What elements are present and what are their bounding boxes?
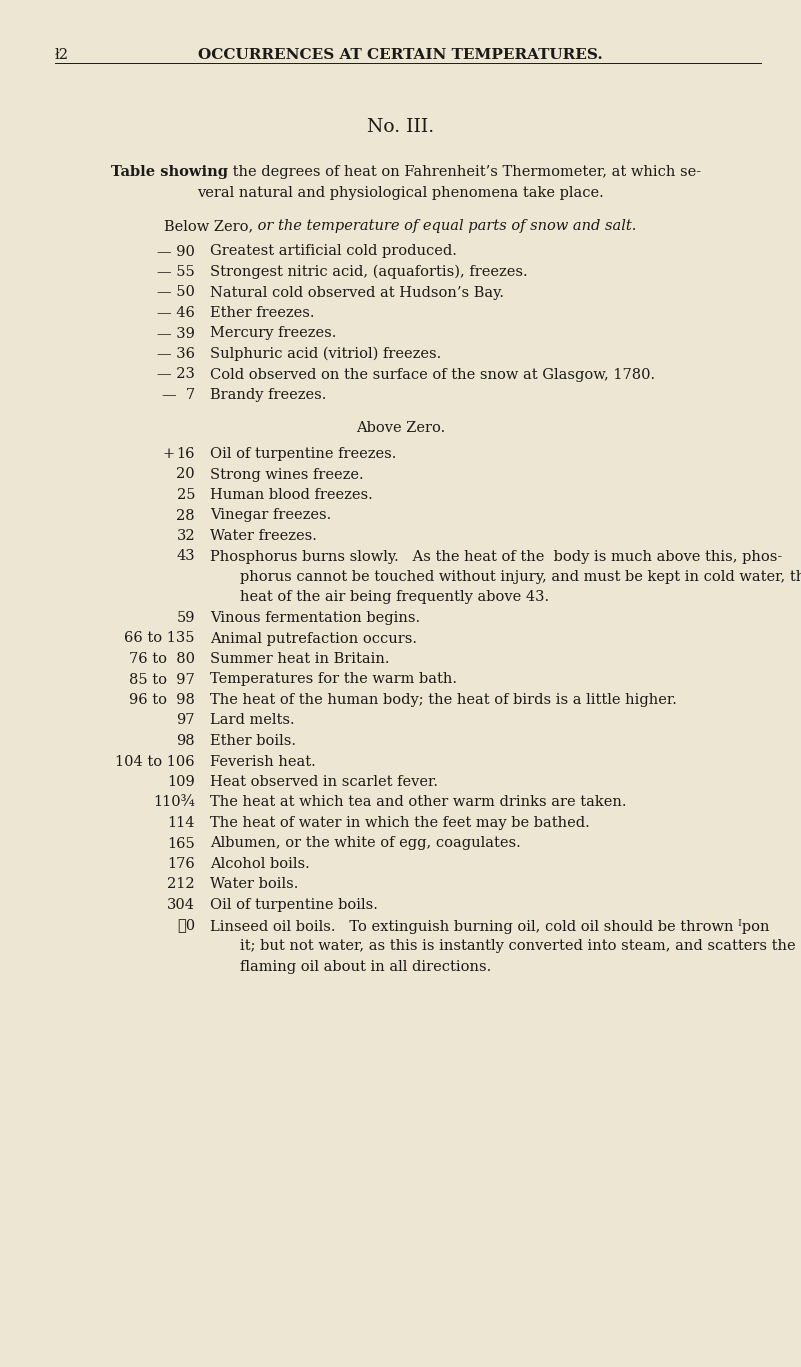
Text: phorus cannot be touched without injury, and must be kept in cold water, the: phorus cannot be touched without injury,… — [240, 570, 801, 584]
Text: OCCURRENCES AT CERTAIN TEMPERATURES.: OCCURRENCES AT CERTAIN TEMPERATURES. — [198, 48, 603, 62]
Text: 109: 109 — [167, 775, 195, 789]
Text: — 39: — 39 — [157, 327, 195, 340]
Text: Strong wines freeze.: Strong wines freeze. — [210, 468, 364, 481]
Text: Mercury freezes.: Mercury freezes. — [210, 327, 336, 340]
Text: — 50: — 50 — [157, 286, 195, 299]
Text: Sulphuric acid (vitriol) freezes.: Sulphuric acid (vitriol) freezes. — [210, 347, 441, 361]
Text: 㔹0: 㔹0 — [177, 919, 195, 932]
Text: 28: 28 — [176, 509, 195, 522]
Text: Above Zero.: Above Zero. — [356, 421, 445, 435]
Text: — 46: — 46 — [157, 306, 195, 320]
Text: Heat observed in scarlet fever.: Heat observed in scarlet fever. — [210, 775, 438, 789]
Text: 16: 16 — [176, 447, 195, 461]
Text: the degrees of heat on Fahrenheit’s Thermometer, at which se-: the degrees of heat on Fahrenheit’s Ther… — [227, 165, 701, 179]
Text: — 23: — 23 — [157, 368, 195, 381]
Text: 85 to  97: 85 to 97 — [129, 673, 195, 686]
Text: Vinegar freezes.: Vinegar freezes. — [210, 509, 332, 522]
Text: 110¾: 110¾ — [153, 796, 195, 809]
Text: 304: 304 — [167, 898, 195, 912]
Text: 25: 25 — [176, 488, 195, 502]
Text: 97: 97 — [176, 714, 195, 727]
Text: Ether freezes.: Ether freezes. — [210, 306, 315, 320]
Text: Cold observed on the surface of the snow at Glasgow, 1780.: Cold observed on the surface of the snow… — [210, 368, 655, 381]
Text: 104 to 106: 104 to 106 — [115, 755, 195, 768]
Text: Ether boils.: Ether boils. — [210, 734, 296, 748]
Text: The heat of water in which the feet may be bathed.: The heat of water in which the feet may … — [210, 816, 590, 830]
Text: The heat at which tea and other warm drinks are taken.: The heat at which tea and other warm dri… — [210, 796, 626, 809]
Text: it; but not water, as this is instantly converted into steam, and scatters the: it; but not water, as this is instantly … — [240, 939, 795, 953]
Text: heat of the air being frequently above 43.: heat of the air being frequently above 4… — [240, 591, 549, 604]
Text: 59: 59 — [176, 611, 195, 625]
Text: Natural cold observed at Hudson’s Bay.: Natural cold observed at Hudson’s Bay. — [210, 286, 504, 299]
Text: 43: 43 — [176, 550, 195, 563]
Text: ł2: ł2 — [55, 48, 69, 62]
Text: 32: 32 — [176, 529, 195, 543]
Text: No. III.: No. III. — [367, 118, 434, 135]
Text: Human blood freezes.: Human blood freezes. — [210, 488, 372, 502]
Text: 98: 98 — [176, 734, 195, 748]
Text: 76 to  80: 76 to 80 — [129, 652, 195, 666]
Text: Phosphorus burns slowly.   As the heat of the  body is much above this, phos-: Phosphorus burns slowly. As the heat of … — [210, 550, 783, 563]
Text: Lard melts.: Lard melts. — [210, 714, 295, 727]
Text: Oil of turpentine boils.: Oil of turpentine boils. — [210, 898, 378, 912]
Text: 176: 176 — [167, 857, 195, 871]
Text: Vinous fermentation begins.: Vinous fermentation begins. — [210, 611, 421, 625]
Text: 212: 212 — [167, 878, 195, 891]
Text: — 36: — 36 — [157, 347, 195, 361]
Text: Alcohol boils.: Alcohol boils. — [210, 857, 310, 871]
Text: Greatest artificial cold produced.: Greatest artificial cold produced. — [210, 245, 457, 258]
Text: Brandy freezes.: Brandy freezes. — [210, 388, 326, 402]
Text: 20: 20 — [176, 468, 195, 481]
Text: veral natural and physiological phenomena take place.: veral natural and physiological phenomen… — [197, 186, 604, 201]
Text: Below Zero,: Below Zero, — [164, 219, 253, 232]
Text: Oil of turpentine freezes.: Oil of turpentine freezes. — [210, 447, 396, 461]
Text: Animal putrefaction occurs.: Animal putrefaction occurs. — [210, 632, 417, 645]
Text: 66 to 135: 66 to 135 — [124, 632, 195, 645]
Text: 114: 114 — [167, 816, 195, 830]
Text: Temperatures for the warm bath.: Temperatures for the warm bath. — [210, 673, 457, 686]
Text: —  7: — 7 — [162, 388, 195, 402]
Text: or the temperature of equal parts of snow and salt.: or the temperature of equal parts of sno… — [253, 219, 637, 232]
Text: Water freezes.: Water freezes. — [210, 529, 317, 543]
Text: — 90: — 90 — [157, 245, 195, 258]
Text: +: + — [163, 447, 175, 461]
Text: Albumen, or the white of egg, coagulates.: Albumen, or the white of egg, coagulates… — [210, 837, 521, 850]
Text: Feverish heat.: Feverish heat. — [210, 755, 316, 768]
Text: flaming oil about in all directions.: flaming oil about in all directions. — [240, 960, 491, 973]
Text: Summer heat in Britain.: Summer heat in Britain. — [210, 652, 389, 666]
Text: Strongest nitric acid, (aquafortis), freezes.: Strongest nitric acid, (aquafortis), fre… — [210, 265, 528, 279]
Text: The heat of the human body; the heat of birds is a little higher.: The heat of the human body; the heat of … — [210, 693, 677, 707]
Text: Water boils.: Water boils. — [210, 878, 299, 891]
Text: — 55: — 55 — [157, 265, 195, 279]
Text: 96 to  98: 96 to 98 — [129, 693, 195, 707]
Text: Linseed oil boils.   To extinguish burning oil, cold oil should be thrown ᴵpon: Linseed oil boils. To extinguish burning… — [210, 919, 770, 934]
Text: Table showing: Table showing — [111, 165, 227, 179]
Text: 165: 165 — [167, 837, 195, 850]
